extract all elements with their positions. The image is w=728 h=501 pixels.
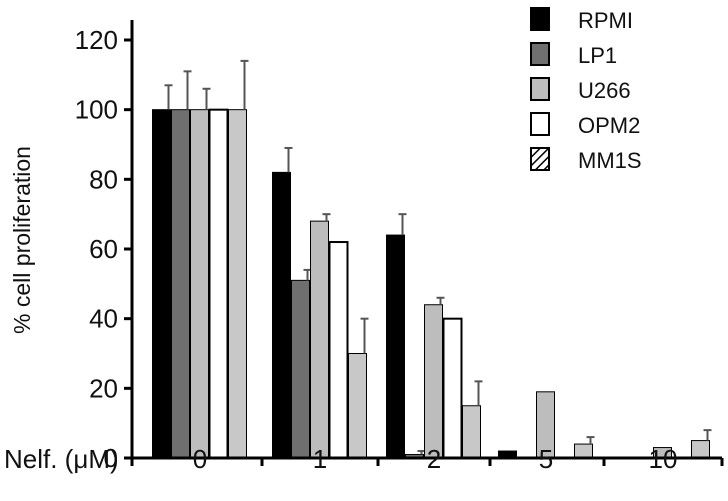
bar-u266-1 [310,220,329,459]
legend: RPMI LP1 U266 OPM2 MM1S [530,7,642,173]
bar-opm2-1 [328,241,349,459]
x-tick-label: 10 [649,444,678,474]
y-tick-label: 100 [75,95,118,125]
legend-swatch-opm2 [530,112,550,136]
legend-label-opm2: OPM2 [578,113,640,138]
bar-lp1-0 [171,109,190,459]
legend-label-mm1s: MM1S [578,148,642,173]
bar-u266-2 [424,304,443,459]
x-tick-label: 5 [539,444,553,474]
y-tick-label: 40 [89,304,118,334]
bar-rpmi-2 [386,234,405,459]
bar-mm1s-2 [462,405,481,459]
y-tick-label: 60 [89,234,118,264]
bar-lp1-1 [291,279,310,459]
legend-label-u266: U266 [578,78,631,103]
x-axis: 0 1 2 5 10 [130,444,724,474]
y-tick-label: 0 [104,443,118,473]
y-axis: 0 20 40 60 80 100 120 [75,20,134,473]
y-tick-label: 80 [89,164,118,194]
bar-mm1s-5 [574,443,593,459]
legend-label-lp1: LP1 [578,43,617,68]
bar-opm2-0 [208,108,229,460]
y-tick-label: 120 [75,25,118,55]
legend-swatch-u266 [530,77,550,101]
bar-rpmi-0 [152,109,171,459]
y-tick-label: 20 [89,373,118,403]
legend-swatch-rpmi [530,7,550,31]
legend-swatch-lp1 [530,42,550,66]
bar-mm1s-0 [228,109,247,459]
bar-mm1s-1 [348,353,367,459]
x-axis-title: Nelf. (μM) [4,444,119,474]
y-axis-title: % cell proliferation [9,146,35,334]
legend-swatch-mm1s [530,147,550,171]
x-tick-label: 0 [193,444,207,474]
bar-mm1s-10 [691,440,710,459]
bar-rpmi-1 [272,171,291,459]
bar-u266-0 [190,109,209,459]
legend-label-rpmi: RPMI [578,8,633,33]
bar-opm2-2 [442,317,463,459]
x-tick-label: 1 [313,444,327,474]
x-tick-label: 2 [427,444,441,474]
